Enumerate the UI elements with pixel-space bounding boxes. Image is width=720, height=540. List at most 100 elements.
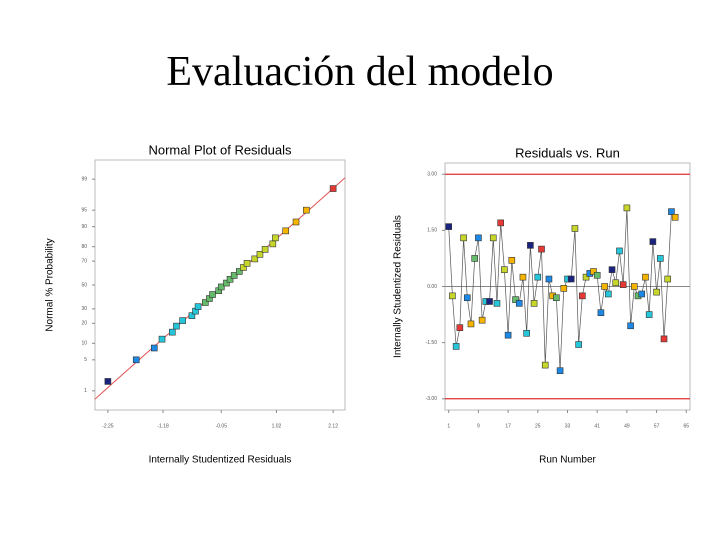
x-tick-label: 1.02 xyxy=(272,423,282,429)
point xyxy=(530,300,538,307)
point xyxy=(226,275,234,283)
point xyxy=(597,309,605,316)
point xyxy=(645,311,653,318)
y-tick-label: 99 xyxy=(81,176,87,182)
point xyxy=(460,234,467,242)
point xyxy=(449,292,456,300)
point xyxy=(593,271,601,279)
x-axis-label: Run Number xyxy=(539,455,596,466)
point xyxy=(664,275,672,283)
point xyxy=(104,378,112,385)
y-tick-label: 20 xyxy=(81,321,87,327)
point xyxy=(329,185,337,192)
y-tick-label: -3.00 xyxy=(426,396,438,402)
point xyxy=(534,273,542,281)
point xyxy=(653,288,660,296)
point xyxy=(230,272,238,279)
x-tick-label: 49 xyxy=(624,423,630,429)
point xyxy=(471,255,478,262)
point xyxy=(217,283,225,291)
point xyxy=(668,208,675,215)
y-tick-label: 0.00 xyxy=(427,284,437,290)
point xyxy=(478,316,486,324)
point xyxy=(132,356,140,364)
point xyxy=(501,266,508,273)
point xyxy=(538,245,545,253)
point xyxy=(223,279,230,287)
point xyxy=(202,299,209,306)
x-tick-label: 9 xyxy=(477,423,480,429)
point xyxy=(623,204,631,212)
point xyxy=(489,234,497,242)
point xyxy=(527,242,534,249)
point xyxy=(601,283,608,290)
point xyxy=(579,292,586,300)
y-tick-label: 95 xyxy=(81,208,87,214)
y-tick-label: 80 xyxy=(81,244,87,250)
point xyxy=(261,246,269,253)
point xyxy=(493,300,501,307)
point xyxy=(545,275,553,283)
point xyxy=(608,266,616,273)
point xyxy=(508,257,516,264)
x-tick-label: 65 xyxy=(684,423,690,429)
point xyxy=(619,281,627,288)
point xyxy=(649,238,657,245)
point xyxy=(158,335,166,343)
point xyxy=(475,234,482,242)
point xyxy=(631,283,638,290)
point xyxy=(512,296,519,303)
point xyxy=(251,255,259,263)
point xyxy=(660,335,668,343)
x-tick-label: 57 xyxy=(654,423,660,429)
point xyxy=(272,234,279,242)
point xyxy=(590,268,597,275)
point xyxy=(256,251,264,258)
y-tick-label: 10 xyxy=(81,341,87,347)
y-tick-label: 50 xyxy=(81,282,87,288)
chart-title: Normal Plot of Residuals xyxy=(148,142,292,157)
y-axis-label: Internally Studentized Residuals xyxy=(393,215,404,358)
point xyxy=(452,343,460,350)
y-tick-label: 3.00 xyxy=(427,172,437,178)
point xyxy=(612,279,620,287)
y-tick-label: -1.50 xyxy=(426,340,438,346)
x-tick-label: 25 xyxy=(535,423,541,429)
x-tick-label: 33 xyxy=(565,423,571,429)
point xyxy=(515,300,523,307)
x-axis-label: Internally Studentized Residuals xyxy=(149,455,292,466)
point xyxy=(486,298,493,305)
point xyxy=(671,213,679,221)
point xyxy=(292,218,300,226)
y-tick-label: 90 xyxy=(81,224,87,230)
point xyxy=(240,264,247,271)
point xyxy=(445,223,453,230)
point xyxy=(519,273,527,281)
point xyxy=(504,331,512,339)
point xyxy=(282,227,290,235)
point xyxy=(188,312,196,319)
point xyxy=(150,344,158,352)
point xyxy=(605,290,612,298)
point xyxy=(638,290,646,298)
point xyxy=(657,255,664,262)
point xyxy=(571,225,579,232)
point xyxy=(541,361,549,369)
chart-title: Residuals vs. Run xyxy=(515,145,620,160)
x-tick-label: 41 xyxy=(594,423,600,429)
point xyxy=(209,291,216,298)
y-axis-label: Normal % Probability xyxy=(45,238,56,331)
x-tick-label: 1 xyxy=(447,423,450,429)
point xyxy=(642,273,649,281)
point xyxy=(616,247,623,255)
y-tick-label: 30 xyxy=(81,306,87,312)
y-tick-label: 1 xyxy=(84,388,87,394)
point xyxy=(463,294,471,302)
point xyxy=(553,294,560,302)
point xyxy=(236,268,243,275)
point xyxy=(269,240,277,248)
point xyxy=(194,303,202,310)
point xyxy=(173,322,180,330)
point xyxy=(169,328,176,336)
